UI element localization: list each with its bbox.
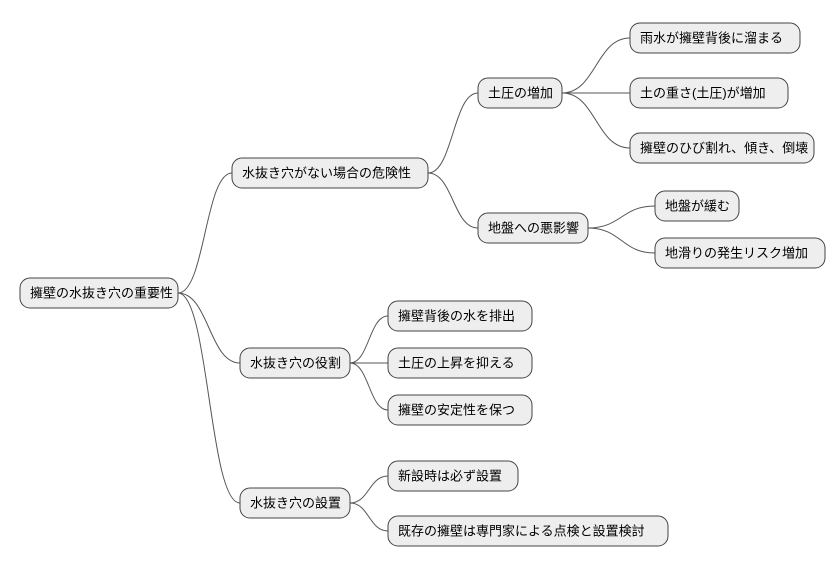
- mindmap-diagram: 擁壁の水抜き穴の重要性 水抜き穴がない場合の危険性水抜き穴の役割水抜き穴の設置 土圧…: [0, 0, 838, 583]
- tree-node: 水抜き穴がない場合の危険性: [232, 158, 428, 188]
- node-label: 地滑りの発生リスク増加: [665, 245, 808, 260]
- tree-node: 水抜き穴の役割: [240, 348, 350, 378]
- edge: [350, 503, 388, 531]
- tree-node: 地滑りの発生リスク増加: [655, 238, 825, 268]
- edge: [178, 293, 240, 363]
- node-label: 擁壁の安定性を保つ: [398, 402, 515, 417]
- tree-node: 擁壁の水抜き穴の重要性: [20, 278, 178, 308]
- tree-node: 土の重さ(土圧)が増加: [630, 78, 788, 108]
- edge: [350, 476, 388, 503]
- tree-node: 雨水が擁壁背後に溜まる: [630, 23, 800, 53]
- edge: [350, 316, 388, 363]
- tree-node: 水抜き穴の設置: [240, 488, 350, 518]
- tree-node: 土圧の増加: [478, 78, 562, 108]
- edge: [350, 363, 388, 410]
- nodes-layer: 擁壁の水抜き穴の重要性 水抜き穴がない場合の危険性水抜き穴の役割水抜き穴の設置 土圧…: [20, 23, 825, 546]
- node-label: 地盤への悪影響: [488, 220, 579, 235]
- node-label: 土圧の上昇を抑える: [398, 355, 515, 370]
- edge: [588, 228, 655, 253]
- tree-node: 新設時は必ず設置: [388, 461, 518, 491]
- node-label: 擁壁背後の水を排出: [398, 308, 515, 323]
- tree-node: 地盤への悪影響: [478, 213, 588, 243]
- node-label: 土の重さ(土圧)が増加: [640, 85, 766, 100]
- tree-node: 土圧の上昇を抑える: [388, 348, 532, 378]
- node-label: 水抜き穴がない場合の危険性: [242, 165, 411, 180]
- node-label: 新設時は必ず設置: [398, 468, 502, 483]
- node-label: 既存の擁壁は専門家による点検と設置検討: [398, 523, 645, 538]
- edge: [428, 93, 478, 173]
- tree-node: 擁壁の安定性を保つ: [388, 395, 532, 425]
- edge: [562, 38, 630, 93]
- node-label: 擁壁の水抜き穴の重要性: [30, 285, 173, 300]
- node-label: 水抜き穴の役割: [250, 355, 341, 370]
- tree-node: 既存の擁壁は専門家による点検と設置検討: [388, 516, 668, 546]
- edge: [562, 93, 630, 148]
- node-label: 土圧の増加: [488, 85, 553, 100]
- tree-node: 擁壁背後の水を排出: [388, 301, 532, 331]
- edges-layer: [178, 38, 655, 531]
- tree-node: 擁壁のひび割れ、傾き、倒壊: [630, 133, 814, 163]
- node-label: 水抜き穴の設置: [250, 495, 341, 510]
- edge: [178, 173, 232, 293]
- node-label: 地盤が緩む: [665, 198, 730, 213]
- tree-node: 地盤が緩む: [655, 191, 739, 221]
- edge: [178, 293, 240, 503]
- node-label: 雨水が擁壁背後に溜まる: [640, 30, 783, 45]
- edge: [588, 206, 655, 228]
- edge: [428, 173, 478, 228]
- node-label: 擁壁のひび割れ、傾き、倒壊: [640, 140, 808, 155]
